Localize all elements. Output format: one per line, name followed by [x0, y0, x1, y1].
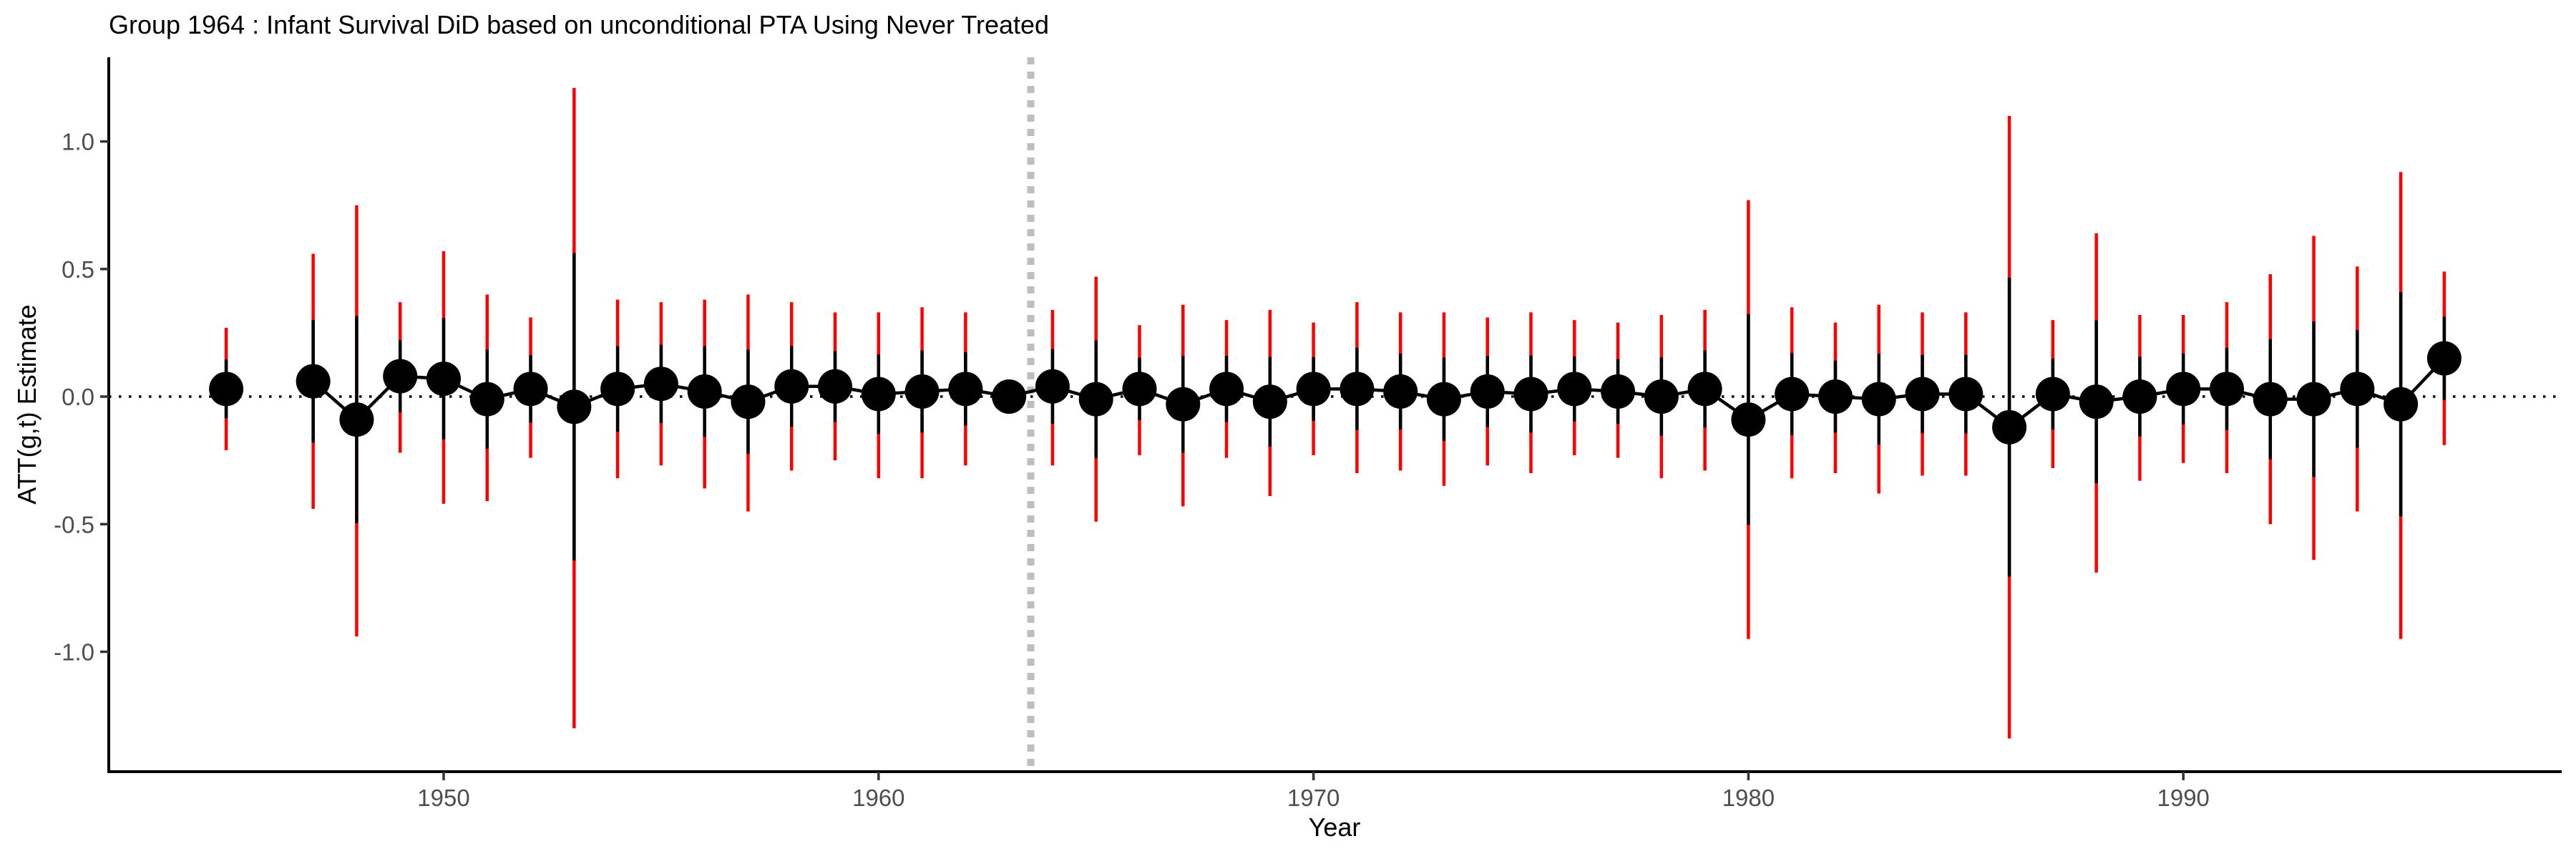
point-1991 [2209, 372, 2244, 407]
x-tick-label-1980: 1980 [1722, 785, 1775, 811]
point-1995 [2384, 387, 2419, 422]
point-1971 [1340, 372, 1375, 407]
point-1965 [1078, 382, 1113, 417]
point-1981 [1775, 377, 1810, 412]
point-1968 [1209, 372, 1244, 407]
point-1976 [1557, 372, 1592, 407]
point-1978 [1644, 379, 1679, 414]
point-1975 [1513, 377, 1548, 412]
point-1983 [1861, 382, 1896, 417]
point-1972 [1383, 374, 1418, 409]
point-1974 [1470, 374, 1505, 409]
point-1953 [557, 389, 592, 424]
y-tick-label-0.5: 0.5 [62, 256, 94, 283]
point-1952 [513, 372, 548, 407]
point-1945 [209, 372, 244, 407]
point-1977 [1601, 374, 1636, 409]
point-1989 [2122, 379, 2157, 414]
point-1982 [1818, 379, 1853, 414]
point-1990 [2166, 372, 2201, 407]
point-1949 [383, 359, 418, 394]
point-1967 [1166, 387, 1201, 422]
point-1973 [1426, 382, 1461, 417]
point-1993 [2296, 382, 2331, 417]
point-1987 [2035, 377, 2070, 412]
point-1955 [643, 367, 678, 402]
point-1994 [2340, 372, 2375, 407]
point-1956 [687, 374, 722, 409]
point-1951 [469, 382, 504, 417]
point-1959 [818, 369, 853, 404]
point-1970 [1296, 372, 1331, 407]
point-1957 [731, 384, 766, 419]
point-1980 [1731, 402, 1766, 437]
y-tick-label-0: 0.0 [62, 384, 94, 410]
y-tick-label-1: 1.0 [62, 129, 94, 155]
point-1962 [948, 372, 983, 407]
point-1948 [339, 402, 374, 437]
point-1950 [426, 361, 462, 397]
x-axis-title: Year [1309, 812, 1361, 842]
point-1963 [992, 379, 1027, 414]
axes [107, 57, 2562, 773]
point-1947 [296, 364, 331, 399]
point-1966 [1122, 372, 1157, 407]
point-1964 [1035, 369, 1070, 404]
point-1986 [1992, 409, 2027, 445]
x-tick-label-1960: 1960 [852, 785, 904, 811]
point-1984 [1905, 377, 1940, 412]
y-tick-label--1: -1.0 [54, 639, 94, 665]
point-1954 [600, 372, 635, 407]
point-1961 [904, 374, 940, 409]
point-1985 [1948, 377, 1984, 412]
point-1988 [2079, 384, 2114, 419]
point-1958 [774, 369, 809, 404]
point-1960 [861, 377, 896, 412]
point-1979 [1687, 372, 1722, 407]
point-1996 [2426, 341, 2462, 376]
points-layer [209, 341, 2462, 445]
y-axis-title: ATT(g,t) Estimate [12, 304, 42, 504]
plot-area [109, 57, 2562, 772]
chart-title: Group 1964 : Infant Survival DiD based o… [109, 10, 1049, 39]
x-tick-label-1950: 1950 [417, 785, 469, 811]
ticks: 1950 1960 1970 1980 1990 1.0 0.5 0.0 -0.5 -1.0 [54, 129, 2210, 811]
point-1992 [2253, 382, 2288, 417]
x-tick-label-1970: 1970 [1287, 785, 1340, 811]
point-1969 [1252, 384, 1287, 419]
x-tick-label-1990: 1990 [2157, 785, 2210, 811]
y-tick-label--0.5: -0.5 [54, 511, 94, 538]
